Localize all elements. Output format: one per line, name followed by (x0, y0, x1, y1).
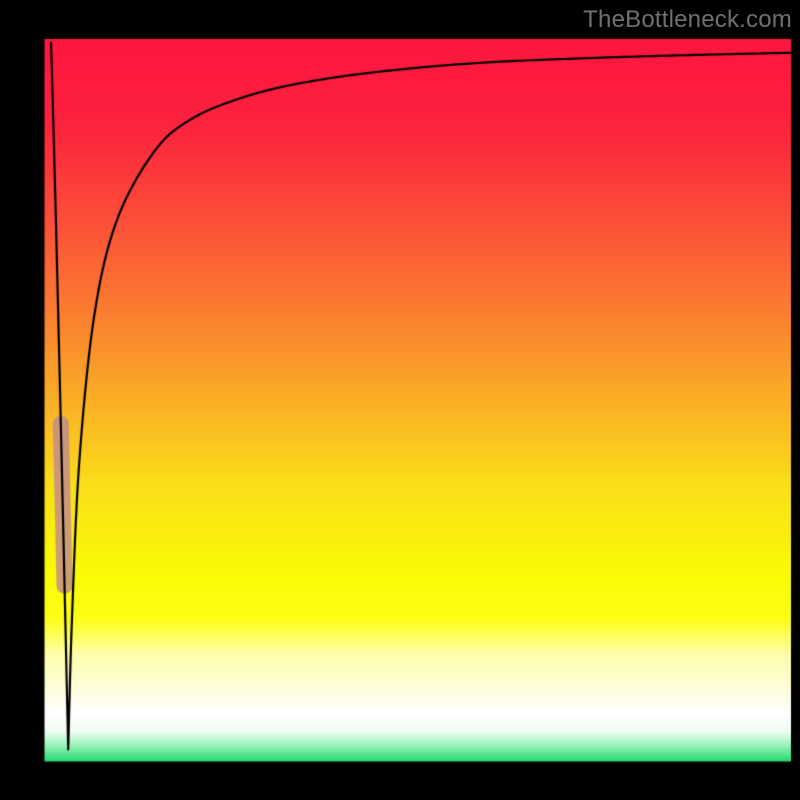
bottleneck-chart: TheBottleneck.com (0, 0, 800, 800)
watermark-text: TheBottleneck.com (583, 6, 792, 34)
curve-layer (0, 0, 800, 800)
